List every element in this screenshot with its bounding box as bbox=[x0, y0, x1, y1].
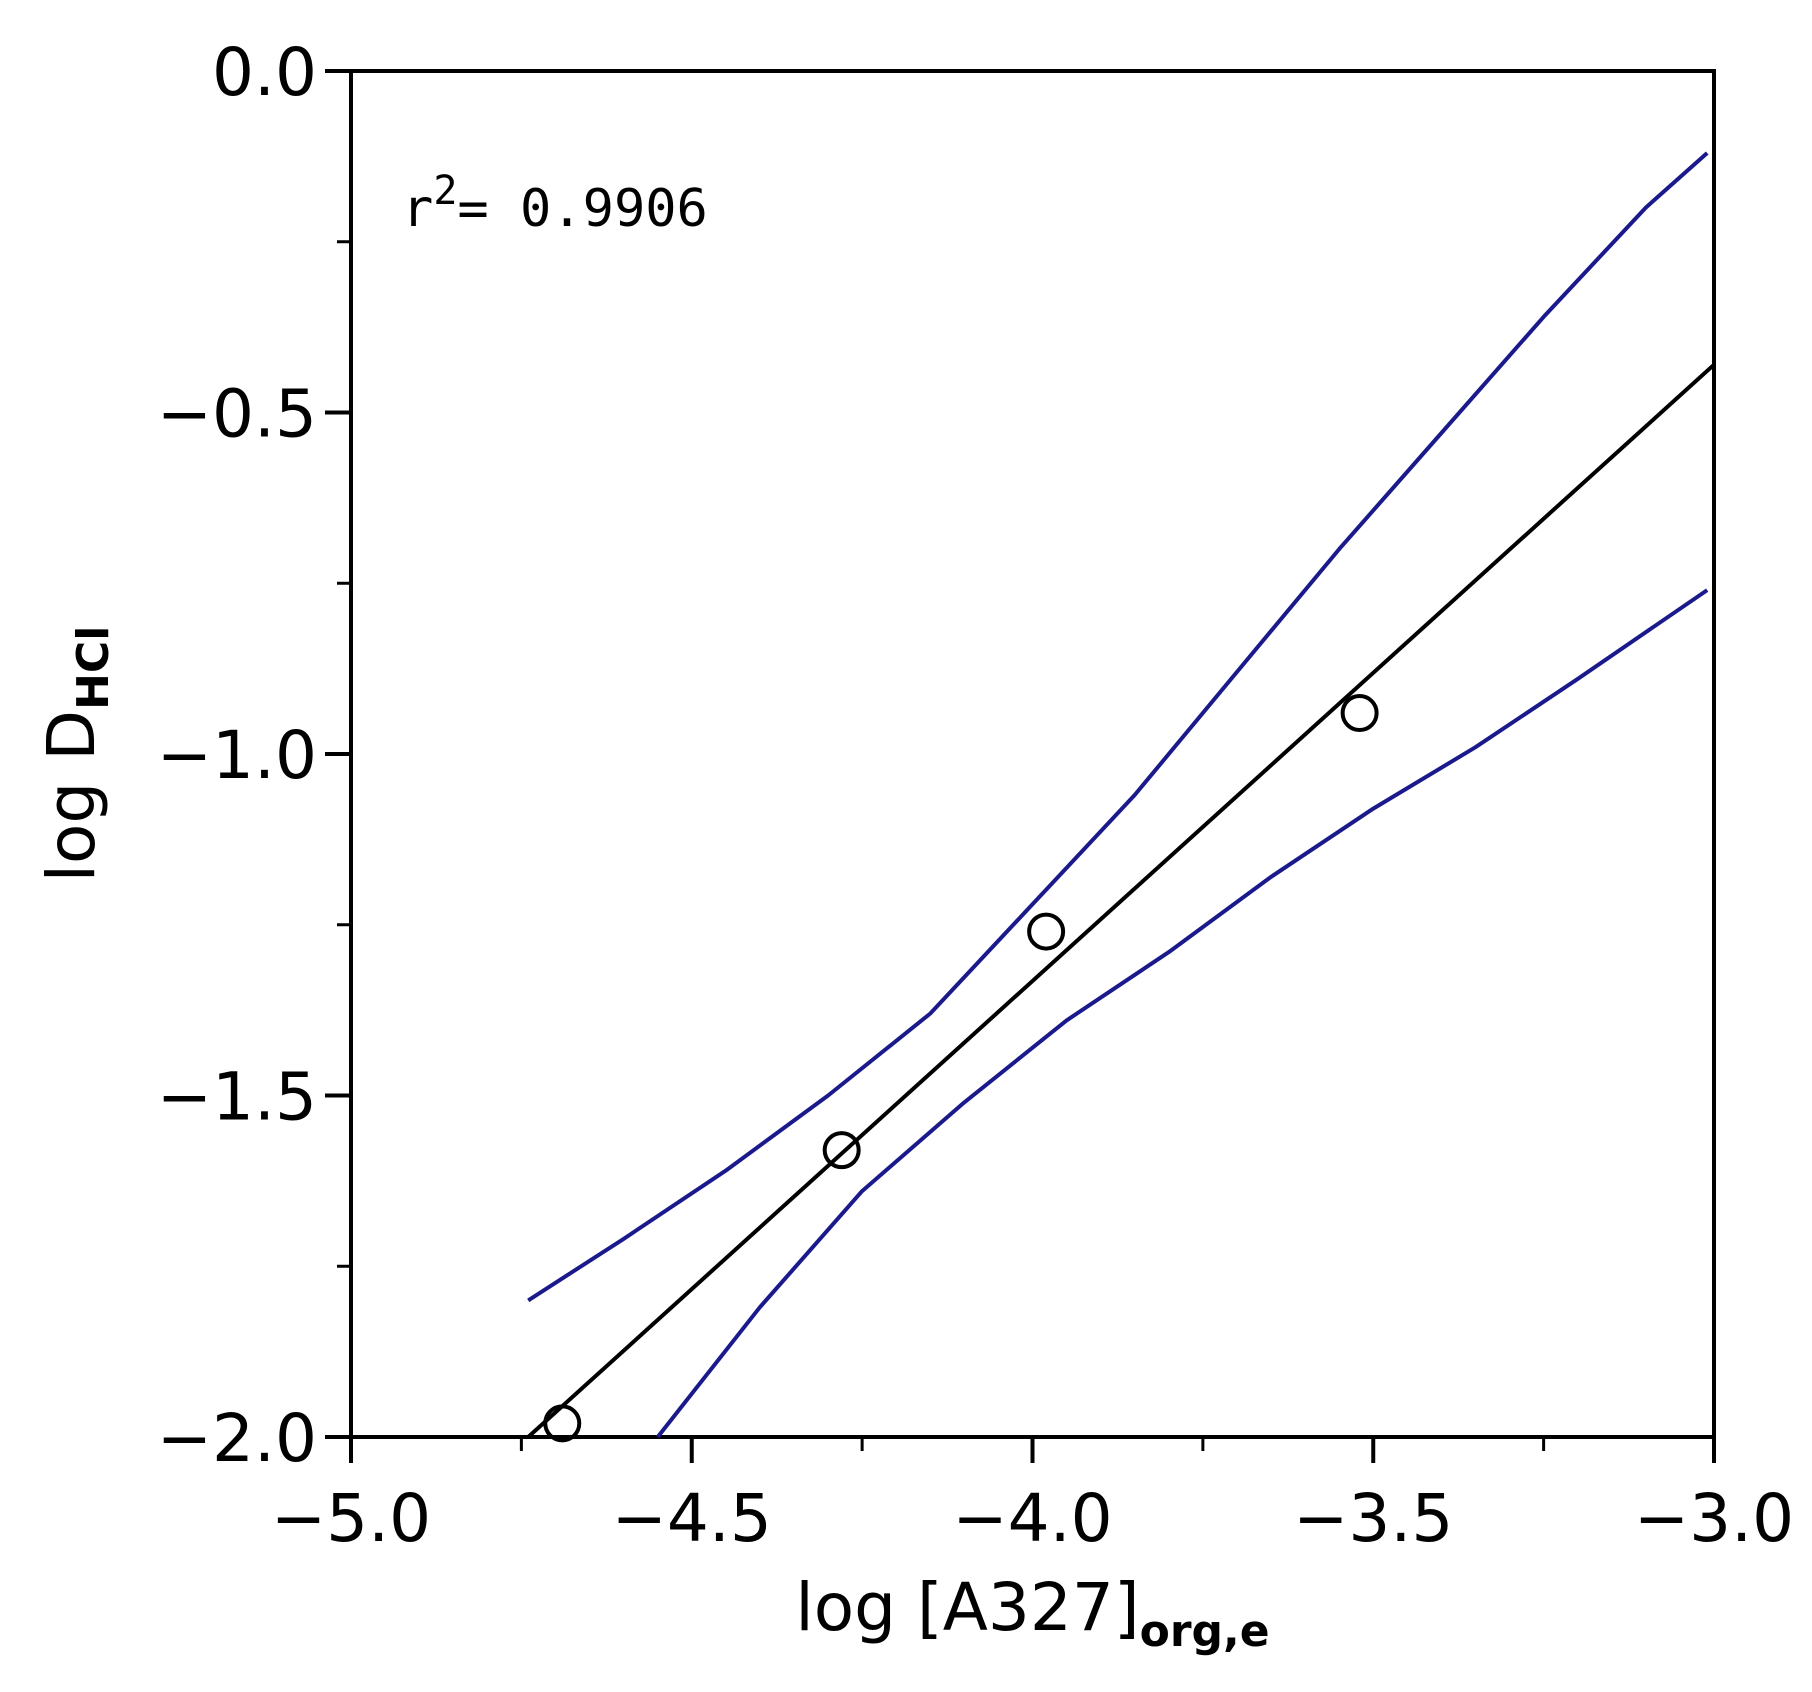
y-axis-label-main: log D bbox=[33, 710, 110, 882]
annotation-value: = 0.9906 bbox=[457, 179, 707, 239]
confidence-band-upper bbox=[527, 151, 1709, 1303]
y-tick-label: 0.0 bbox=[212, 34, 317, 111]
data-points bbox=[543, 694, 1379, 1443]
x-axis-label: log [A327]org,e bbox=[795, 1569, 1269, 1657]
y-tick-label: −0.5 bbox=[157, 376, 317, 453]
y-tick-label: −1.0 bbox=[157, 717, 317, 794]
annotation-r: r bbox=[402, 179, 433, 239]
y-tick-label: −1.5 bbox=[157, 1059, 317, 1136]
x-tick-label: −5.0 bbox=[271, 1480, 431, 1557]
x-tick-label: −4.0 bbox=[952, 1480, 1112, 1557]
axis-ticks bbox=[325, 69, 1716, 1463]
r-squared-annotation: r2= 0.9906 bbox=[402, 168, 708, 239]
data-point bbox=[1340, 694, 1379, 733]
y-axis-label: log DHCl bbox=[33, 626, 119, 883]
x-axis-label-subscript: org,e bbox=[1140, 1606, 1270, 1657]
annotation-superscript: 2 bbox=[433, 168, 457, 214]
y-tick-label: −2.0 bbox=[157, 1400, 317, 1477]
regression-line bbox=[526, 363, 1716, 1439]
x-tick-label: −3.5 bbox=[1293, 1480, 1453, 1557]
data-point bbox=[543, 1404, 582, 1443]
confidence-band-lower bbox=[656, 588, 1709, 1439]
tick-labels: −5.0 −4.5 −4.0 −3.5 −3.0 0.0 −0.5 −1.0 −1.5 −2.0 bbox=[157, 34, 1794, 1557]
curves bbox=[526, 151, 1716, 1439]
x-axis-label-main: log [A327] bbox=[795, 1569, 1139, 1646]
x-tick-label: −3.0 bbox=[1634, 1480, 1794, 1557]
plot-frame bbox=[349, 69, 1716, 1439]
data-point bbox=[822, 1131, 861, 1170]
x-tick-label: −4.5 bbox=[612, 1480, 772, 1557]
data-point bbox=[1027, 912, 1066, 951]
y-axis-label-subscript: HCl bbox=[68, 626, 119, 710]
